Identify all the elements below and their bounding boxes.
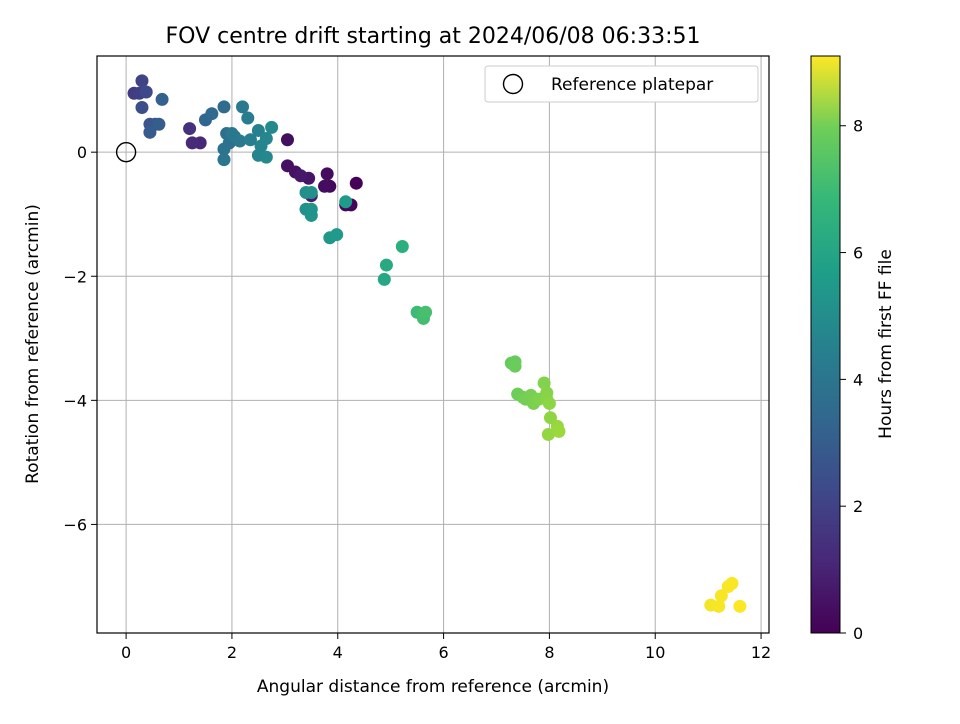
data-point xyxy=(217,153,231,167)
legend-entry-label: Reference platepar xyxy=(551,75,713,95)
data-point xyxy=(265,120,279,134)
data-point xyxy=(280,133,294,147)
x-tick-label: 10 xyxy=(645,643,665,662)
x-axis-label: Angular distance from reference (arcmin) xyxy=(257,677,609,697)
x-tick-label: 6 xyxy=(438,643,448,662)
y-axis-ticks: −6 −4 −2 0 xyxy=(63,143,97,534)
data-point xyxy=(294,169,308,183)
colorbar-tick-label: 8 xyxy=(853,117,863,136)
x-tick-label: 12 xyxy=(751,643,771,662)
data-point xyxy=(377,272,391,286)
data-point xyxy=(395,239,409,253)
data-point xyxy=(233,134,247,148)
data-point xyxy=(304,185,318,199)
x-axis-ticks: 0 2 4 6 8 10 12 xyxy=(121,633,771,662)
data-point xyxy=(304,208,318,222)
data-point xyxy=(320,167,334,181)
colorbar-label: Hours from first FF file xyxy=(876,249,896,439)
data-point xyxy=(339,195,353,209)
data-point xyxy=(139,85,153,99)
data-point xyxy=(552,424,566,438)
x-tick-label: 2 xyxy=(227,643,237,662)
data-point xyxy=(205,107,219,121)
plot-frame xyxy=(96,55,770,634)
data-point xyxy=(243,133,257,147)
colorbar-tick-label: 2 xyxy=(853,497,863,516)
colorbar-ticks: 0 2 4 6 8 xyxy=(840,117,863,643)
data-point xyxy=(379,258,393,272)
data-point xyxy=(217,142,231,156)
data-point xyxy=(135,100,149,114)
data-point xyxy=(714,589,728,603)
data-point xyxy=(251,123,265,137)
reference-marker-layer xyxy=(115,141,137,163)
y-axis-label: Rotation from reference (arcmin) xyxy=(23,204,43,484)
data-point xyxy=(541,427,555,441)
colorbar: 0 2 4 6 8 Hours from first FF file xyxy=(810,55,896,643)
chart-title: FOV centre drift starting at 2024/06/08 … xyxy=(166,24,701,49)
data-point xyxy=(508,359,522,373)
data-point xyxy=(537,376,551,390)
reference-platepar-marker xyxy=(115,141,137,163)
data-point xyxy=(725,576,739,590)
data-point xyxy=(542,396,556,410)
data-point xyxy=(183,122,197,136)
data-point xyxy=(330,228,344,242)
data-point xyxy=(143,125,157,139)
data-point xyxy=(318,179,332,193)
data-point xyxy=(185,136,199,150)
data-point xyxy=(259,150,273,164)
x-tick-label: 8 xyxy=(544,643,554,662)
grid-lines xyxy=(97,56,769,633)
data-points xyxy=(127,74,747,613)
data-point xyxy=(217,100,231,114)
data-point xyxy=(135,74,149,88)
data-point xyxy=(259,132,273,146)
x-tick-label: 0 xyxy=(121,643,131,662)
y-tick-label: −6 xyxy=(63,515,87,534)
data-point xyxy=(419,305,433,319)
data-point xyxy=(155,92,169,106)
data-point xyxy=(152,117,166,131)
colorbar-tick-label: 4 xyxy=(853,370,863,389)
legend-box xyxy=(484,65,759,103)
data-point xyxy=(236,100,250,114)
y-tick-label: −4 xyxy=(63,391,87,410)
data-point xyxy=(241,111,255,125)
data-point xyxy=(712,599,726,613)
data-point xyxy=(349,176,363,190)
data-point xyxy=(733,599,747,613)
legend: Reference platepar xyxy=(484,65,759,103)
data-point xyxy=(543,411,557,425)
colorbar-tick-label: 0 xyxy=(853,624,863,643)
legend-reference-marker xyxy=(502,73,524,95)
y-tick-label: −2 xyxy=(63,267,87,286)
colorbar-gradient xyxy=(810,55,841,634)
colorbar-tick-label: 6 xyxy=(853,244,863,263)
y-tick-label: 0 xyxy=(77,143,87,162)
x-tick-label: 4 xyxy=(333,643,343,662)
